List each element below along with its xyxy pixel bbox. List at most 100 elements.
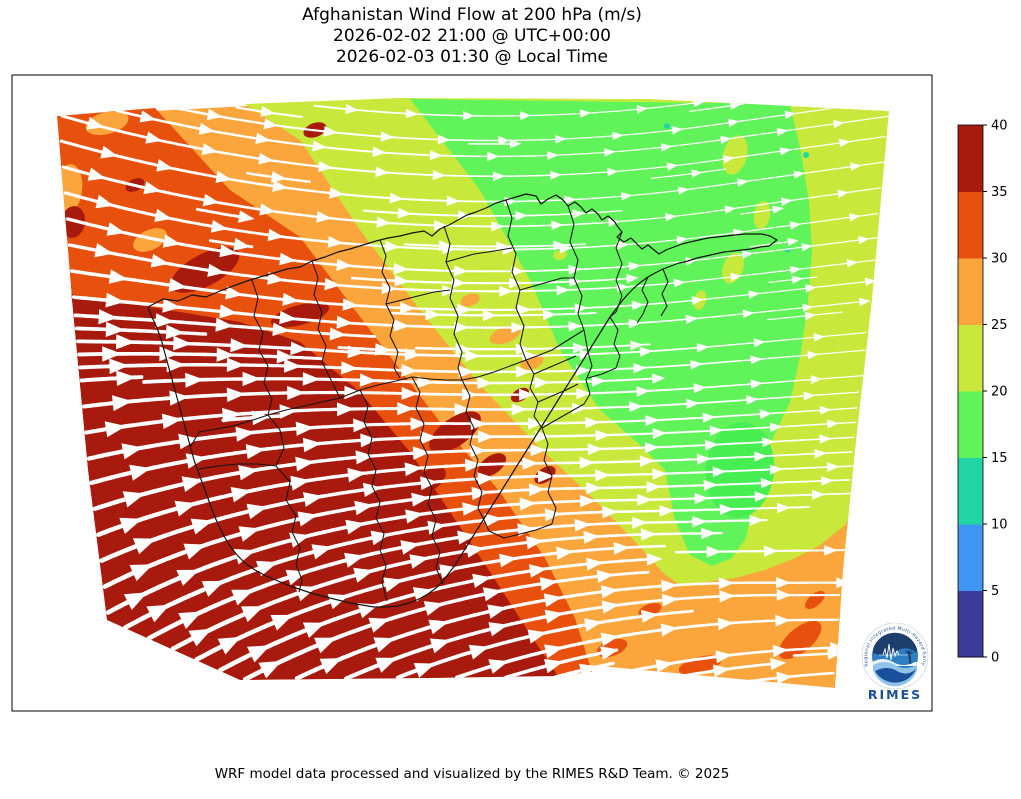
streamline xyxy=(338,538,363,547)
streamline xyxy=(425,509,450,516)
streamline xyxy=(391,172,415,176)
streamline-arrowhead xyxy=(429,150,443,161)
streamline-arrowhead xyxy=(290,475,311,491)
streamline xyxy=(286,186,310,192)
streamline-arrowhead xyxy=(550,170,562,180)
streamline-arrowhead xyxy=(429,638,451,654)
streamline xyxy=(559,312,582,316)
streamline xyxy=(325,575,350,586)
streamline xyxy=(612,521,637,525)
streamline xyxy=(551,487,576,491)
streamline xyxy=(538,354,562,357)
streamline-arrowhead xyxy=(410,417,428,431)
streamline xyxy=(439,597,464,607)
streamline xyxy=(722,313,745,317)
province-border xyxy=(525,329,585,361)
streamline xyxy=(565,654,589,663)
streamline-arrowhead xyxy=(472,573,492,588)
streamline-arrowhead xyxy=(368,617,390,633)
streamline xyxy=(562,380,586,384)
streamline-arrowhead xyxy=(270,614,294,631)
streamline-arrowhead xyxy=(181,476,203,492)
logo-landmass xyxy=(873,632,917,656)
streamline xyxy=(424,537,449,545)
streamline-arrowhead xyxy=(544,644,564,659)
streamline-arrowhead xyxy=(573,342,587,354)
streamline xyxy=(369,195,393,200)
streamline xyxy=(452,613,477,623)
streamline xyxy=(207,618,232,633)
streamline-arrowhead xyxy=(789,221,801,230)
streamline xyxy=(829,311,843,314)
streamline xyxy=(549,524,574,529)
streamline-arrowhead xyxy=(544,609,564,624)
province-border xyxy=(587,316,621,379)
streamline xyxy=(224,151,248,158)
streamline xyxy=(782,288,805,292)
streamline xyxy=(714,399,737,403)
streamline-arrowhead xyxy=(370,530,391,546)
streamline xyxy=(736,413,760,417)
streamline-arrowhead xyxy=(345,103,359,115)
streamline xyxy=(337,346,362,351)
streamline xyxy=(65,217,90,226)
streamline xyxy=(810,646,834,650)
streamline xyxy=(540,347,565,350)
streamline xyxy=(649,105,672,109)
streamline xyxy=(740,468,764,472)
streamline xyxy=(86,451,112,461)
streamline-arrowhead xyxy=(394,274,410,287)
streamline-arrowhead xyxy=(677,186,690,195)
streamline xyxy=(769,338,792,343)
streamline xyxy=(609,405,633,409)
streamline xyxy=(322,146,346,151)
streamline xyxy=(291,126,315,132)
streamline xyxy=(197,307,222,314)
streamline xyxy=(671,172,694,177)
streamline-arrowhead xyxy=(587,443,603,456)
streamline-arrowhead xyxy=(201,143,218,155)
streamline-arrowhead xyxy=(629,401,643,413)
streamline xyxy=(253,428,278,435)
streamline xyxy=(134,301,160,307)
streamline xyxy=(567,511,592,515)
streamline-arrowhead xyxy=(579,663,599,678)
streamline xyxy=(558,563,583,569)
streamline-arrowhead xyxy=(437,134,451,145)
streamline xyxy=(689,235,712,240)
streamline-arrowhead xyxy=(544,508,562,522)
streamline-arrowhead xyxy=(207,263,225,277)
colorbar-band-30-35 xyxy=(958,191,983,259)
streamline xyxy=(471,559,496,567)
streamline-arrowhead xyxy=(217,636,242,655)
rimes-logo: Regional Integrated Multi-Hazard Early W… xyxy=(861,622,929,702)
streamline xyxy=(321,491,346,498)
streamline xyxy=(489,542,514,549)
streamline xyxy=(439,114,462,117)
streamline-arrowhead xyxy=(595,469,611,482)
streamline xyxy=(202,342,227,347)
streamline-arrowhead xyxy=(123,592,148,610)
streamline xyxy=(862,259,876,263)
streamline xyxy=(382,467,407,473)
streamline xyxy=(627,599,652,606)
streamline-arrowhead xyxy=(641,609,659,623)
streamline-arrowhead xyxy=(185,453,207,469)
streamline-arrowhead xyxy=(491,221,505,232)
streamline-arrowhead xyxy=(215,170,232,183)
streamline-arrowhead xyxy=(556,285,570,296)
streamline-arrowhead xyxy=(737,178,749,187)
streamline-arrowhead xyxy=(279,252,296,266)
streamline-arrowhead xyxy=(493,171,506,181)
streamline-arrowhead xyxy=(487,151,500,162)
province-border xyxy=(379,239,401,379)
streamline xyxy=(348,193,372,198)
streamline-arrowhead xyxy=(803,391,816,401)
streamline-arrowhead xyxy=(693,383,707,394)
streamline xyxy=(407,324,431,328)
streamline xyxy=(537,199,561,202)
streamline-arrowhead xyxy=(146,604,170,623)
province-border xyxy=(505,199,527,361)
streamline-arrowhead xyxy=(226,387,246,403)
streamline-arrowhead xyxy=(824,545,838,556)
